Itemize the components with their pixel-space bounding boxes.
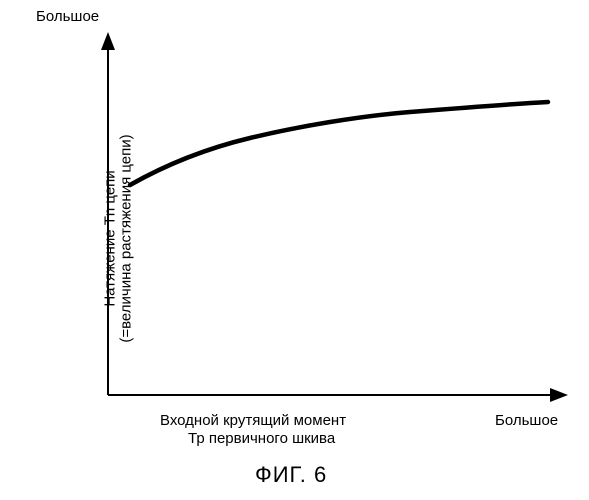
x-label-right: Большое — [495, 412, 558, 429]
x-axis-arrow — [550, 388, 568, 402]
y-axis-label-line2: (=величина растяжения цепи) — [118, 134, 135, 342]
y-label-top: Большое — [36, 8, 99, 25]
chart-curve — [130, 102, 548, 185]
chart-container: Большое Натяжение Tn цепи (=величина рас… — [0, 0, 589, 500]
x-axis-label-line1: Входной крутящий момент — [160, 412, 346, 429]
y-axis-arrow — [101, 32, 115, 50]
y-axis-label-line1: Натяжение Tn цепи — [102, 170, 119, 306]
figure-label: ФИГ. 6 — [255, 462, 327, 488]
x-axis-label-line2: Тр первичного шкива — [188, 430, 335, 447]
